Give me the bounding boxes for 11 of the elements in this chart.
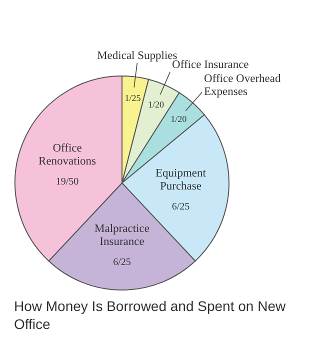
data-label: 1/20	[170, 114, 188, 124]
text: How Money Is Borrowed and Spent on New Office	[13, 297, 287, 333]
data-label: 6/25	[172, 202, 190, 213]
slice-label: Equipment Purchase	[156, 168, 207, 193]
data-label: 6/25	[113, 256, 131, 268]
slice-label: Office Renovations	[38, 142, 97, 168]
data-label: 1/20	[148, 99, 164, 110]
data-label: 1/25	[124, 93, 142, 104]
slice-label: Office Overhead Expenses	[204, 73, 281, 98]
data-label: 19/50	[56, 176, 79, 188]
slice-label: Malpractice Insurance	[94, 222, 150, 248]
